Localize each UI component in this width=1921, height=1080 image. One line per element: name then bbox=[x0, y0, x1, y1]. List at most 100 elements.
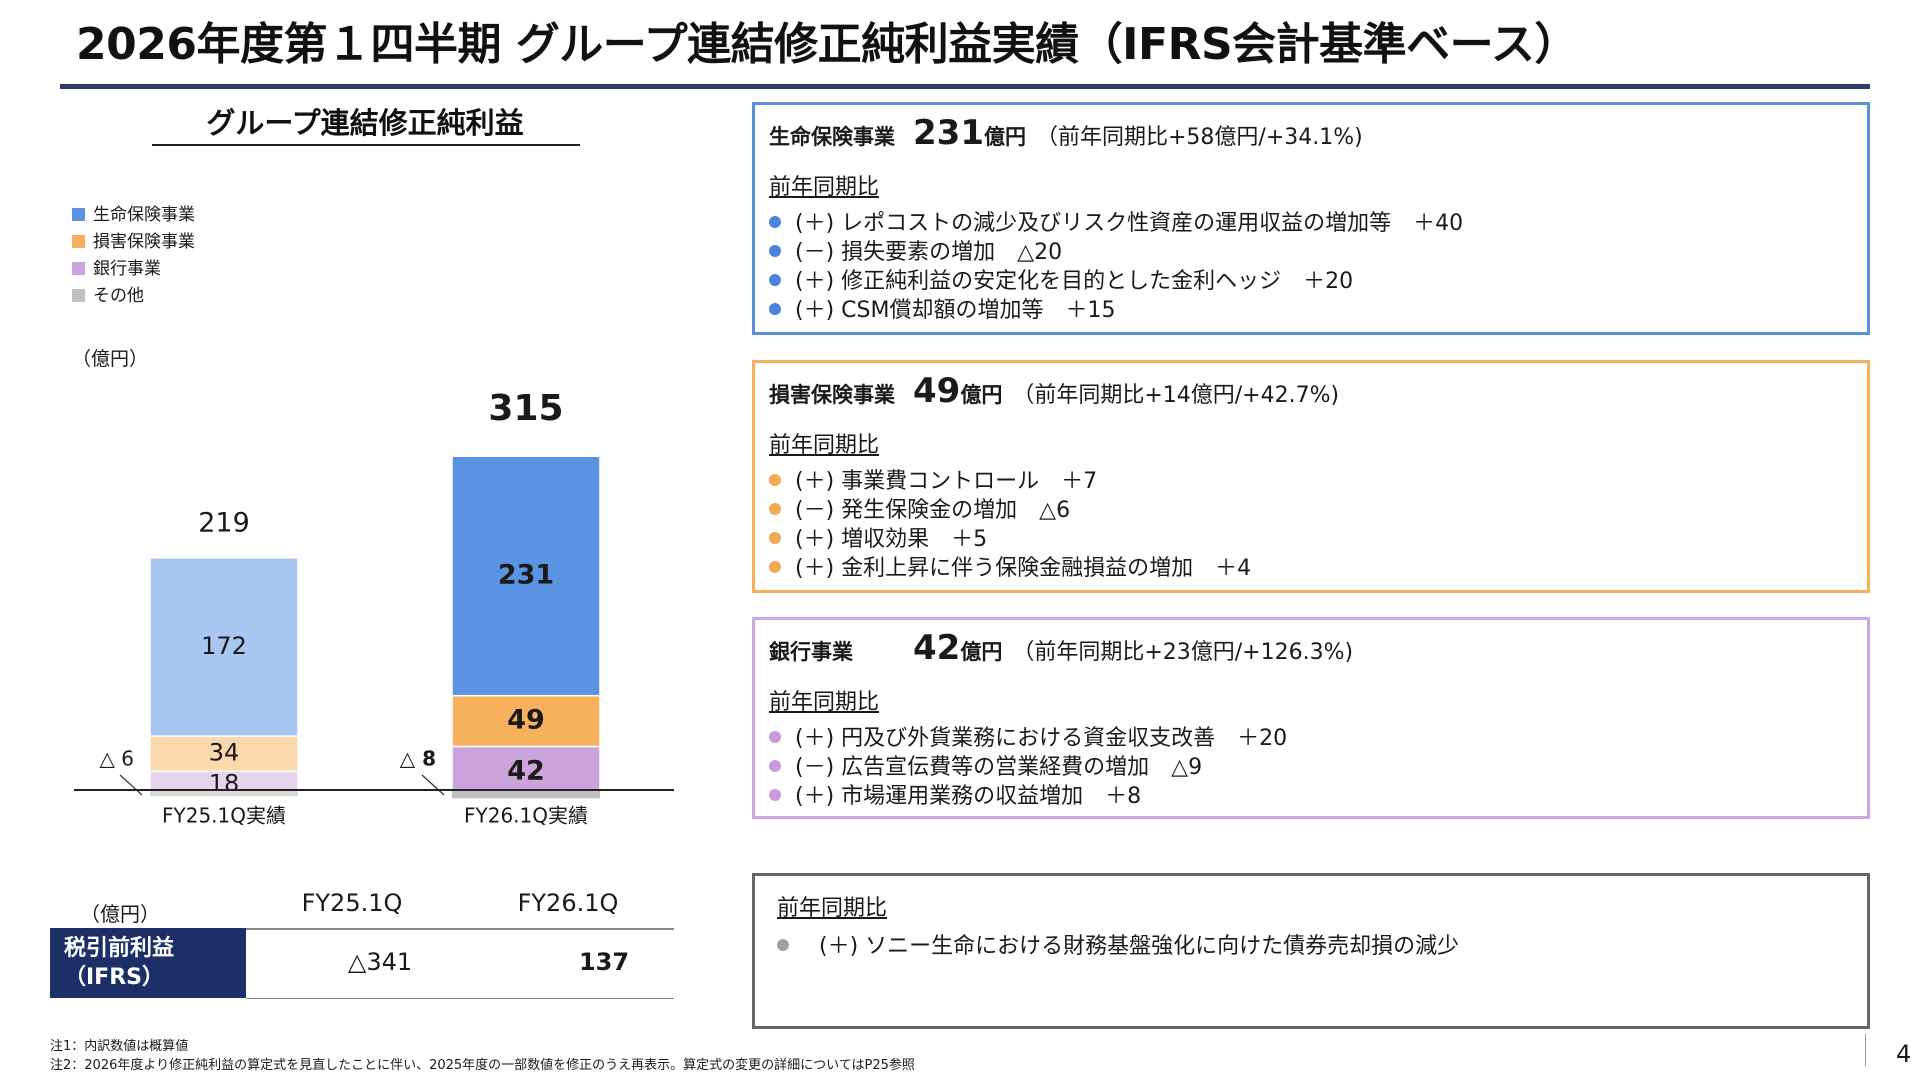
table-unit-label: （億円） bbox=[80, 902, 160, 926]
page-number: 4 bbox=[1896, 1040, 1912, 1068]
page-number-divider bbox=[1865, 1034, 1866, 1066]
list-item: (＋) 円及び外貨業務における資金収支改善 ＋20 bbox=[769, 724, 1287, 753]
list-item: (－) 損失要素の増加 △20 bbox=[769, 238, 1463, 267]
list-item: (－) 広告宣伝費等の営業経費の増加 △9 bbox=[769, 753, 1287, 782]
life-driver-text: (＋) CSM償却額の増加等 ＋15 bbox=[795, 298, 1116, 323]
bar-other-label: △ 8 bbox=[400, 747, 436, 771]
life-driver-list: (＋) レポコストの減少及びリスク性資産の運用収益の増加等 ＋40 (－) 損失… bbox=[769, 209, 1463, 325]
bank-driver-list: (＋) 円及び外貨業務における資金収支改善 ＋20 (－) 広告宣伝費等の営業経… bbox=[769, 724, 1287, 811]
bar-segment-nonlife bbox=[149, 735, 299, 773]
legend-label-other: その他 bbox=[93, 286, 144, 306]
x-tick-label: FY26.1Q実績 bbox=[464, 804, 588, 828]
nonlife-driver-text: (＋) 金利上昇に伴う保険金融損益の増加 ＋4 bbox=[795, 556, 1252, 581]
table-column-header: FY25.1Q bbox=[301, 889, 403, 917]
title-divider bbox=[60, 84, 1870, 89]
nonlife-segment-value: 49 bbox=[913, 371, 961, 411]
nonlife-insurance-panel: 損害保険事業 49億円 （前年同期比+14億円/+42.7%) 前年同期比 (＋) … bbox=[752, 360, 1870, 593]
bullet-dot-icon bbox=[769, 303, 781, 315]
life-segment-value: 231 bbox=[913, 113, 984, 153]
bullet-dot-icon bbox=[769, 503, 781, 515]
life-segment-unit: 億円 bbox=[983, 125, 1026, 149]
bullet-dot-icon bbox=[769, 532, 781, 544]
legend-swatch-other bbox=[72, 289, 85, 302]
legend-swatch-nonlife bbox=[72, 235, 85, 248]
table-divider bbox=[246, 928, 674, 930]
bullet-dot-icon bbox=[769, 561, 781, 573]
list-item: (＋) 増収効果 ＋5 bbox=[769, 525, 1251, 554]
nonlife-driver-text: (＋) 事業費コントロール ＋7 bbox=[795, 469, 1098, 494]
legend-label-life: 生命保険事業 bbox=[93, 205, 195, 225]
bullet-dot-icon bbox=[769, 789, 781, 801]
bar-total-label: 219 bbox=[198, 507, 250, 538]
footnote: 注2：2026年度より修正純利益の算定式を見直したことに伴い、2025年度の一部… bbox=[50, 1058, 915, 1073]
list-item: (＋) 事業費コントロール ＋7 bbox=[769, 467, 1251, 496]
life-segment-name: 生命保険事業 bbox=[769, 125, 895, 149]
bullet-dot-icon bbox=[769, 216, 781, 228]
bank-driver-text: (＋) 市場運用業務の収益増加 ＋8 bbox=[795, 784, 1142, 809]
other-leader-line bbox=[119, 774, 143, 796]
life-yoy-heading: 前年同期比 bbox=[769, 175, 880, 200]
list-item: (＋) 修正純利益の安定化を目的とした金利ヘッジ ＋20 bbox=[769, 267, 1463, 296]
legend-label-bank: 銀行事業 bbox=[93, 259, 161, 279]
other-driver-list: (＋) ソニー生命における財務基盤強化に向けた債券売却損の減少 bbox=[777, 932, 1459, 961]
nonlife-segment-unit: 億円 bbox=[960, 383, 1003, 407]
list-item: (＋) ソニー生命における財務基盤強化に向けた債券売却損の減少 bbox=[777, 932, 1459, 961]
bar-segment-other bbox=[452, 790, 600, 799]
bank-segment-yoy: （前年同期比+23億円/+126.3%) bbox=[1012, 640, 1354, 665]
legend-item-nonlife: 損害保険事業 bbox=[72, 227, 195, 252]
x-tick-label: FY25.1Q実績 bbox=[162, 804, 286, 828]
nonlife-segment-name: 損害保険事業 bbox=[769, 383, 895, 407]
bullet-dot-icon bbox=[769, 474, 781, 486]
chart-heading-underline bbox=[152, 144, 580, 146]
list-item: (＋) 市場運用業務の収益増加 ＋8 bbox=[769, 782, 1287, 811]
chart-heading: グループ連結修正純利益 bbox=[206, 106, 524, 140]
bank-driver-text: (－) 広告宣伝費等の営業経費の増加 △9 bbox=[795, 755, 1203, 780]
legend-item-life: 生命保険事業 bbox=[72, 200, 195, 225]
bullet-dot-icon bbox=[777, 939, 789, 951]
other-driver-text: (＋) ソニー生命における財務基盤強化に向けた債券売却損の減少 bbox=[819, 934, 1460, 959]
bar-other-label: △ 6 bbox=[100, 747, 134, 771]
bar-value-label: 49 bbox=[507, 705, 545, 736]
legend-swatch-life bbox=[72, 208, 85, 221]
table-divider bbox=[246, 998, 674, 999]
bullet-dot-icon bbox=[769, 274, 781, 286]
table-row-label: 税引前利益 bbox=[64, 936, 175, 961]
bar-segment-life bbox=[451, 455, 601, 697]
bank-segment-unit: 億円 bbox=[960, 640, 1003, 664]
life-insurance-panel: 生命保険事業 231億円 （前年同期比+58億円/+34.1%) 前年同期比 (＋)… bbox=[752, 102, 1870, 335]
table-column-header: FY26.1Q bbox=[517, 889, 619, 917]
legend-item-bank: 銀行事業 bbox=[72, 254, 161, 279]
chart-unit-label: （億円） bbox=[72, 348, 149, 370]
table-cell: 137 bbox=[578, 948, 630, 976]
bank-driver-text: (＋) 円及び外貨業務における資金収支改善 ＋20 bbox=[795, 726, 1288, 751]
other-panel: 前年同期比 (＋) ソニー生命における財務基盤強化に向けた債券売却損の減少 bbox=[752, 873, 1870, 1029]
page-title: 2026年度第１四半期 グループ連結修正純利益実績（IFRS会計基準ベース） bbox=[76, 19, 1578, 70]
life-driver-text: (－) 損失要素の増加 △20 bbox=[795, 240, 1063, 265]
bullet-dot-icon bbox=[769, 245, 781, 257]
life-segment-yoy: （前年同期比+58億円/+34.1%) bbox=[1035, 125, 1363, 150]
legend-label-nonlife: 損害保険事業 bbox=[93, 232, 195, 252]
bullet-dot-icon bbox=[769, 760, 781, 772]
bank-segment-value: 42 bbox=[913, 628, 961, 668]
footnotes: 注1：内訳数値は概算値 注2：2026年度より修正純利益の算定式を見直したことに… bbox=[50, 1037, 915, 1075]
list-item: (＋) CSM償却額の増加等 ＋15 bbox=[769, 296, 1463, 325]
nonlife-driver-list: (＋) 事業費コントロール ＋7 (－) 発生保険金の増加 △6 (＋) 増収効… bbox=[769, 467, 1251, 583]
bar-total-label: 315 bbox=[488, 388, 563, 429]
nonlife-driver-text: (＋) 増収効果 ＋5 bbox=[795, 527, 988, 552]
table-row-sublabel: （IFRS） bbox=[64, 965, 164, 990]
footnote: 注1：内訳数値は概算値 bbox=[50, 1039, 189, 1054]
bar-value-label: 231 bbox=[498, 559, 554, 590]
list-item: (－) 発生保険金の増加 △6 bbox=[769, 496, 1251, 525]
bar-segment-life bbox=[149, 557, 299, 737]
other-yoy-heading: 前年同期比 bbox=[777, 896, 888, 921]
life-driver-text: (＋) 修正純利益の安定化を目的とした金利ヘッジ ＋20 bbox=[795, 269, 1354, 294]
bank-segment-name: 銀行事業 bbox=[769, 640, 853, 664]
list-item: (＋) 金利上昇に伴う保険金融損益の増加 ＋4 bbox=[769, 554, 1251, 583]
bar-value-label: 42 bbox=[507, 756, 545, 787]
bullet-dot-icon bbox=[769, 731, 781, 743]
table-cell: △341 bbox=[347, 948, 413, 976]
other-leader-line bbox=[421, 774, 445, 796]
nonlife-driver-text: (－) 発生保険金の増加 △6 bbox=[795, 498, 1071, 523]
bar-segment-other bbox=[150, 790, 298, 797]
